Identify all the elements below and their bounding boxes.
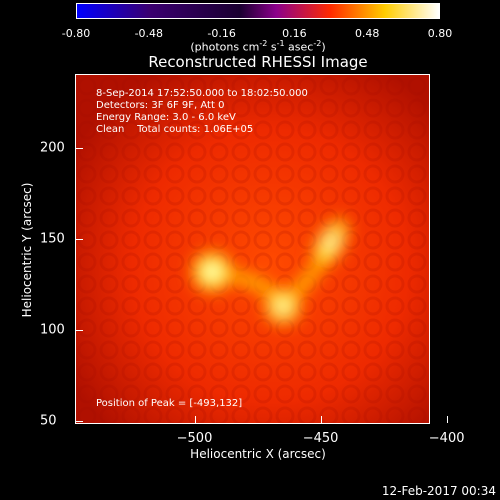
y-axis-label: Heliocentric Y (arcsec) [20,182,34,318]
timestamp: 12-Feb-2017 00:34 [381,484,496,498]
y-tick-label: 100 [40,322,65,338]
y-tick-label: 200 [40,140,65,156]
y-tick-mark [76,330,83,332]
colorbar-tick-label: 0.80 [427,27,453,40]
emission-source [184,244,240,300]
y-tick-mark [76,238,83,240]
colorbar-gradient [77,4,439,18]
detectors-annotation: Detectors: 3F 6F 9F, Att 0 [96,100,225,111]
time-range-annotation: 8-Sep-2014 17:52:50.000 to 18:02:50.000 [96,88,308,99]
rhessi-image [76,75,429,423]
peak-position-annotation: Position of Peak = [-493,132] [96,398,243,409]
x-tick-label: −500 [176,431,213,446]
x-tick-label: −400 [428,431,465,446]
colorbar-tick-label: -0.48 [134,27,164,40]
colorbar [76,3,440,19]
y-tick-mark [76,147,83,149]
emission-source [257,281,308,332]
chart-title: Reconstructed RHESSI Image [148,53,368,71]
colorbar-tick-label: 0.16 [282,27,307,40]
x-tick-mark [446,416,448,423]
plot-frame [75,74,430,424]
x-tick-mark [320,416,322,423]
colorbar-tick-label: -0.80 [61,27,91,40]
colorbar-units: (photons cm-2 s-1 asec-2) [190,39,326,54]
emission-source [305,209,356,277]
counts-annotation: Clean Total counts: 1.06E+05 [96,124,254,135]
y-tick-label: 150 [40,231,65,247]
x-tick-mark [194,416,196,423]
y-tick-label: 50 [40,413,57,429]
energy-range-annotation: Energy Range: 3.0 - 6.0 keV [96,112,236,123]
x-axis-label: Heliocentric X (arcsec) [190,447,326,461]
y-tick-mark [76,421,83,423]
colorbar-tick-label: -0.16 [207,27,236,40]
colorbar-tick-label: 0.48 [354,27,380,40]
x-tick-label: −450 [302,431,339,446]
